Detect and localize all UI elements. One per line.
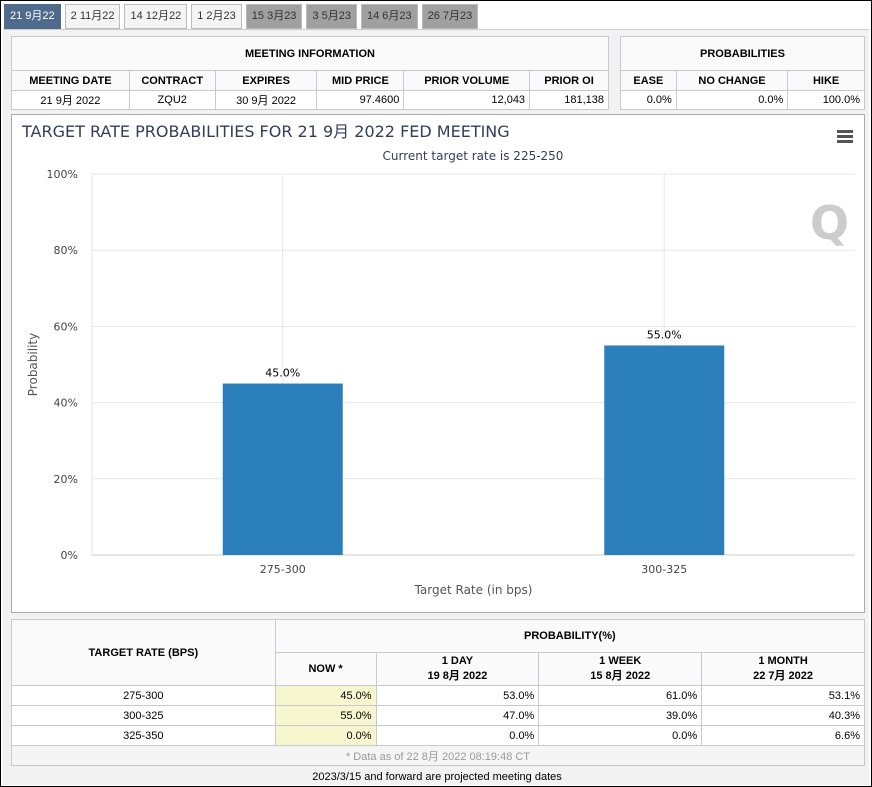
rate-header: TARGET RATE (BPS) (11, 619, 276, 686)
y-tick-label: 20% (54, 473, 78, 486)
probability-cell: 39.0% (538, 705, 703, 726)
period-label: 1 WEEK (599, 655, 642, 667)
chart-panel: TARGET RATE PROBABILITIES FOR 21 9月 2022… (11, 114, 865, 613)
tab-meeting-2[interactable]: 14 12月22 (124, 4, 188, 29)
period-col-header: NOW * (274, 652, 377, 686)
rate-cell: 325-350 (11, 725, 276, 746)
meeting-col-header: MID PRICE (316, 70, 405, 91)
data-timestamp-note: * Data as of 22 8月 2022 08:19:48 CT (11, 745, 865, 766)
bar-chart: TARGET RATE PROBABILITIES FOR 21 9月 2022… (21, 122, 855, 597)
meeting-col-header: EXPIRES (214, 70, 318, 91)
y-tick-label: 60% (54, 320, 78, 333)
rate-cell: 300-325 (11, 705, 276, 726)
meeting-col-header: PRIOR OI (529, 70, 609, 91)
probability-cell: 0.0% (538, 725, 703, 746)
prob-value: 0.0% (675, 90, 789, 110)
prob-col-header: EASE (620, 70, 677, 91)
table-row: 325-350 0.0% 0.0% 0.0% 6.6% (11, 725, 865, 746)
probability-cell: 6.6% (701, 725, 865, 746)
tab-meeting-7[interactable]: 26 7月23 (421, 4, 479, 29)
meeting-col-header: MEETING DATE (11, 70, 130, 91)
period-date: 22 7月 2022 (753, 670, 814, 682)
prob-col-header: NO CHANGE (675, 70, 789, 91)
bar-275-300[interactable] (222, 383, 343, 555)
meeting-info-table: MEETING INFORMATION MEETING DATE CONTRACT… (11, 36, 609, 110)
meeting-col-header: CONTRACT (128, 70, 216, 91)
period-col-header: 1 MONTH 22 7月 2022 (701, 652, 865, 686)
meeting-info-title: MEETING INFORMATION (11, 36, 609, 71)
tab-meeting-6[interactable]: 14 6月23 (360, 4, 418, 29)
data-label: 45.0% (265, 367, 300, 380)
logo-watermark: Q (810, 196, 849, 250)
menu-icon[interactable] (837, 130, 853, 143)
probability-cell: 61.0% (538, 685, 703, 706)
period-date: 15 8月 2022 (590, 670, 651, 682)
probability-cell: 47.0% (375, 705, 540, 726)
y-tick-label: 40% (54, 397, 78, 410)
meeting-value: 12,043 (403, 90, 531, 110)
chart-subtitle: Current target rate is 225-250 (383, 149, 564, 163)
probability-header: PROBABILITY(%) (274, 619, 866, 653)
y-axis-label: Probability (26, 333, 40, 396)
meeting-value: 97.4600 (316, 90, 405, 110)
table-row: 300-325 55.0% 47.0% 39.0% 40.3% (11, 705, 865, 726)
period-label: NOW * (308, 663, 343, 675)
probability-cell: 53.0% (375, 685, 540, 706)
rate-cell: 275-300 (11, 685, 276, 706)
probability-cell: 0.0% (274, 725, 377, 746)
tab-meeting-5[interactable]: 3 5月23 (306, 4, 357, 29)
meeting-value: 30 9月 2022 (214, 90, 318, 110)
meeting-value: 21 9月 2022 (11, 90, 130, 110)
meeting-tabs: 21 9月22 2 11月22 14 12月22 1 2月23 15 3月23 3 5月2… (4, 4, 479, 29)
x-tick-label: 275-300 (260, 563, 306, 576)
meeting-value: 181,138 (529, 90, 609, 110)
chart-title: TARGET RATE PROBABILITIES FOR 21 9月 2022… (21, 122, 510, 141)
probability-cell: 53.1% (701, 685, 865, 706)
x-tick-label: 300-325 (641, 563, 687, 576)
prob-value: 100.0% (787, 90, 865, 110)
bar-300-325[interactable] (604, 345, 725, 555)
probability-cell: 40.3% (701, 705, 865, 726)
y-tick-label: 80% (54, 244, 78, 257)
period-col-header: 1 DAY 19 8月 2022 (375, 652, 540, 686)
prob-value: 0.0% (620, 90, 677, 110)
period-col-header: 1 WEEK 15 8月 2022 (538, 652, 703, 686)
probability-cell: 45.0% (274, 685, 377, 706)
tab-meeting-1[interactable]: 2 11月22 (64, 4, 121, 29)
x-axis-label: Target Rate (in bps) (414, 583, 533, 597)
data-label: 55.0% (647, 328, 682, 341)
probability-cell: 55.0% (274, 705, 377, 726)
probabilities-table: PROBABILITIES EASE NO CHANGE HIKE 0.0% 0.0% 1… (620, 36, 865, 110)
period-date: 19 8月 2022 (427, 670, 488, 682)
probability-cell: 0.0% (375, 725, 540, 746)
meeting-col-header: PRIOR VOLUME (403, 70, 531, 91)
footer-note: 2023/3/15 and forward are projected meet… (312, 771, 562, 783)
y-tick-label: 0% (61, 549, 78, 562)
tab-meeting-0[interactable]: 21 9月22 (4, 4, 61, 29)
tab-meeting-3[interactable]: 1 2月23 (191, 4, 242, 29)
tab-meeting-4[interactable]: 15 3月23 (245, 4, 303, 29)
y-tick-label: 100% (47, 168, 78, 181)
meeting-value: ZQU2 (128, 90, 216, 110)
table-row: 275-300 45.0% 53.0% 61.0% 53.1% (11, 685, 865, 706)
period-label: 1 DAY (441, 655, 474, 667)
prob-col-header: HIKE (787, 70, 865, 91)
probabilities-title: PROBABILITIES (620, 36, 865, 71)
probability-table: TARGET RATE (BPS) PROBABILITY(%) NOW * 1 … (11, 619, 866, 766)
period-label: 1 MONTH (758, 655, 808, 667)
